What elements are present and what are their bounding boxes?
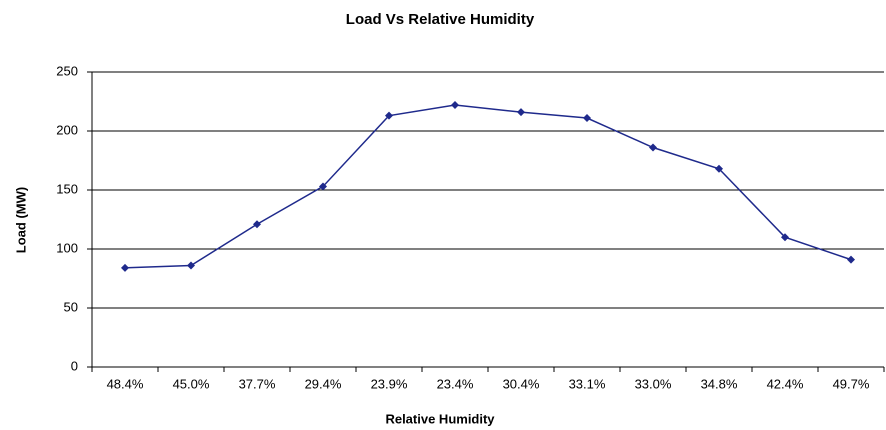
y-axis-title: Load (MW) bbox=[13, 187, 28, 253]
chart-title: Load Vs Relative Humidity bbox=[346, 11, 535, 28]
x-tick-label: 37.7% bbox=[239, 376, 276, 391]
x-tick-label: 48.4% bbox=[107, 376, 144, 391]
x-tick-label: 34.8% bbox=[701, 376, 738, 391]
x-tick-label: 33.0% bbox=[635, 376, 672, 391]
marker bbox=[385, 111, 393, 120]
marker bbox=[253, 220, 261, 229]
marker bbox=[649, 143, 657, 152]
y-tick-label: 200 bbox=[56, 122, 78, 137]
x-tick-label: 42.4% bbox=[767, 376, 804, 391]
marker bbox=[847, 255, 855, 264]
x-tick-label: 29.4% bbox=[305, 376, 342, 391]
x-tick-label: 23.9% bbox=[371, 376, 408, 391]
marker bbox=[517, 108, 525, 117]
marker bbox=[121, 263, 129, 272]
marker bbox=[583, 114, 591, 123]
x-tick-label: 23.4% bbox=[437, 376, 474, 391]
y-tick-label: 250 bbox=[56, 63, 78, 78]
x-tick-label: 30.4% bbox=[503, 376, 540, 391]
x-tick-label: 49.7% bbox=[833, 376, 870, 391]
marker bbox=[451, 101, 459, 110]
x-tick-label: 45.0% bbox=[173, 376, 210, 391]
marker bbox=[319, 182, 327, 191]
y-tick-label: 150 bbox=[56, 181, 78, 196]
x-axis-title: Relative Humidity bbox=[385, 411, 495, 426]
marker bbox=[187, 261, 195, 270]
x-tick-label: 33.1% bbox=[569, 376, 606, 391]
marker bbox=[715, 164, 723, 173]
y-tick-label: 100 bbox=[56, 240, 78, 255]
line bbox=[124, 104, 852, 269]
marker bbox=[781, 233, 789, 242]
y-tick-label: 0 bbox=[71, 358, 78, 373]
y-tick-label: 50 bbox=[64, 299, 78, 314]
